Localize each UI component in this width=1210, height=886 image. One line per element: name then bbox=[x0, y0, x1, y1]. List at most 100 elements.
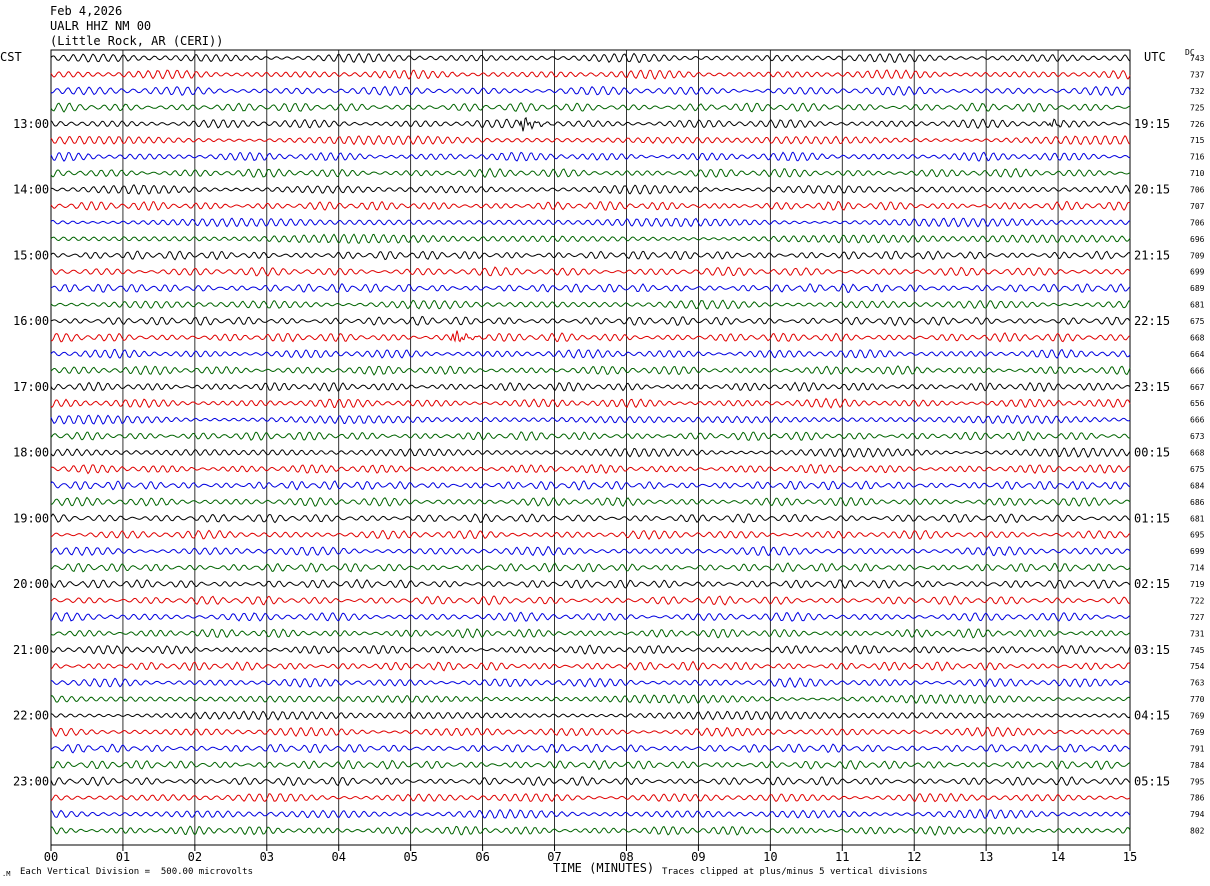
trace-24 bbox=[50, 447, 1131, 458]
trace-11 bbox=[50, 233, 1131, 245]
x-tick-label-01: 01 bbox=[116, 850, 130, 864]
utc-hour-label-6: 01:15 bbox=[1134, 511, 1170, 525]
dc-offset-47: 802 bbox=[1190, 827, 1205, 836]
dc-offset-2: 732 bbox=[1190, 87, 1205, 96]
dc-offset-12: 709 bbox=[1190, 251, 1205, 260]
dc-offset-26: 684 bbox=[1190, 481, 1205, 490]
x-tick-label-12: 12 bbox=[907, 850, 921, 864]
dc-offset-8: 706 bbox=[1190, 186, 1205, 195]
trace-46 bbox=[50, 808, 1131, 819]
trace-8 bbox=[50, 184, 1131, 195]
trace-25 bbox=[50, 463, 1131, 475]
dc-offset-29: 695 bbox=[1190, 531, 1205, 540]
dc-offset-37: 754 bbox=[1190, 662, 1205, 671]
scale-note: Each Vertical Division = 500.00 microvol… bbox=[20, 867, 253, 877]
dc-offset-4: 726 bbox=[1190, 120, 1205, 129]
dc-offset-35: 731 bbox=[1190, 629, 1205, 638]
cst-hour-label-2: 15:00 bbox=[13, 248, 49, 262]
utc-hour-label-2: 21:15 bbox=[1134, 248, 1170, 262]
trace-0 bbox=[50, 52, 1131, 64]
plot-frame bbox=[50, 49, 1131, 846]
x-tick-label-08: 08 bbox=[619, 850, 633, 864]
dc-offset-38: 763 bbox=[1190, 679, 1205, 688]
utc-hour-label-5: 00:15 bbox=[1134, 446, 1170, 460]
trace-39 bbox=[50, 694, 1131, 705]
x-tick-label-15: 15 bbox=[1123, 850, 1137, 864]
dc-offset-22: 666 bbox=[1190, 416, 1205, 425]
dc-offset-25: 675 bbox=[1190, 465, 1205, 474]
x-tick-label-02: 02 bbox=[188, 850, 202, 864]
trace-22 bbox=[50, 414, 1131, 425]
dc-offset-39: 770 bbox=[1190, 695, 1205, 704]
x-tick-label-07: 07 bbox=[547, 850, 561, 864]
trace-36 bbox=[50, 644, 1131, 655]
trace-1 bbox=[50, 69, 1131, 80]
trace-20 bbox=[50, 381, 1131, 393]
cst-hour-label-4: 17:00 bbox=[13, 380, 49, 394]
trace-10 bbox=[50, 217, 1131, 228]
utc-hour-label-3: 22:15 bbox=[1134, 314, 1170, 328]
trace-7 bbox=[50, 167, 1131, 179]
cst-hour-label-1: 14:00 bbox=[13, 183, 49, 197]
dc-offset-9: 707 bbox=[1190, 202, 1205, 211]
dc-offset-30: 699 bbox=[1190, 547, 1205, 556]
trace-14 bbox=[50, 282, 1131, 294]
dc-offset-43: 784 bbox=[1190, 761, 1205, 770]
trace-3 bbox=[50, 102, 1131, 113]
trace-16 bbox=[50, 315, 1131, 327]
trace-19 bbox=[50, 365, 1131, 376]
trace-23 bbox=[50, 430, 1130, 442]
dc-offset-20: 667 bbox=[1190, 383, 1205, 392]
trace-21 bbox=[50, 397, 1131, 409]
dc-offset-32: 719 bbox=[1190, 580, 1205, 589]
dc-offset-16: 675 bbox=[1190, 317, 1205, 326]
trace-47 bbox=[50, 825, 1131, 837]
utc-hour-label-0: 19:15 bbox=[1134, 117, 1170, 131]
trace-5 bbox=[50, 134, 1131, 146]
x-tick-label-13: 13 bbox=[979, 850, 993, 864]
trace-32 bbox=[50, 578, 1131, 589]
x-tick-label-05: 05 bbox=[403, 850, 417, 864]
trace-18 bbox=[50, 348, 1131, 359]
dc-label: DC bbox=[1185, 48, 1195, 57]
utc-label: UTC bbox=[1144, 50, 1166, 64]
trace-33 bbox=[50, 595, 1131, 606]
x-tick-label-03: 03 bbox=[260, 850, 274, 864]
utc-hour-label-8: 03:15 bbox=[1134, 643, 1170, 657]
dc-offset-3: 725 bbox=[1190, 103, 1205, 112]
dc-offset-13: 699 bbox=[1190, 268, 1205, 277]
cst-hour-label-10: 23:00 bbox=[13, 774, 49, 788]
trace-38 bbox=[50, 677, 1131, 688]
trace-2 bbox=[50, 85, 1131, 97]
x-tick-label-14: 14 bbox=[1051, 850, 1065, 864]
dc-offset-14: 689 bbox=[1190, 284, 1205, 293]
trace-26 bbox=[50, 480, 1131, 491]
utc-hour-label-9: 04:15 bbox=[1134, 709, 1170, 723]
x-tick-label-06: 06 bbox=[475, 850, 489, 864]
trace-15 bbox=[50, 299, 1131, 310]
trace-45 bbox=[50, 792, 1131, 803]
dc-offset-18: 664 bbox=[1190, 350, 1205, 359]
dc-offset-0: 743 bbox=[1190, 54, 1205, 63]
dc-offset-1: 737 bbox=[1190, 70, 1205, 79]
dc-offset-42: 791 bbox=[1190, 744, 1205, 753]
dc-offset-24: 668 bbox=[1190, 449, 1205, 458]
dc-offset-36: 745 bbox=[1190, 646, 1205, 655]
dc-offset-44: 795 bbox=[1190, 777, 1205, 786]
trace-29 bbox=[50, 529, 1131, 541]
cst-hour-label-8: 21:00 bbox=[13, 643, 49, 657]
trace-4 bbox=[50, 116, 1131, 132]
dc-offset-23: 673 bbox=[1190, 432, 1205, 441]
trace-13 bbox=[50, 266, 1131, 277]
trace-9 bbox=[50, 200, 1131, 211]
dc-offset-6: 716 bbox=[1190, 153, 1205, 162]
logo-mark: .M bbox=[2, 870, 11, 878]
x-tick-label-09: 09 bbox=[691, 850, 705, 864]
dc-offset-31: 714 bbox=[1190, 564, 1205, 573]
trace-42 bbox=[50, 743, 1131, 754]
cst-hour-label-7: 20:00 bbox=[13, 577, 49, 591]
x-axis-title: TIME (MINUTES) bbox=[553, 861, 655, 875]
dc-offset-46: 794 bbox=[1190, 810, 1205, 819]
dc-offset-41: 769 bbox=[1190, 728, 1205, 737]
